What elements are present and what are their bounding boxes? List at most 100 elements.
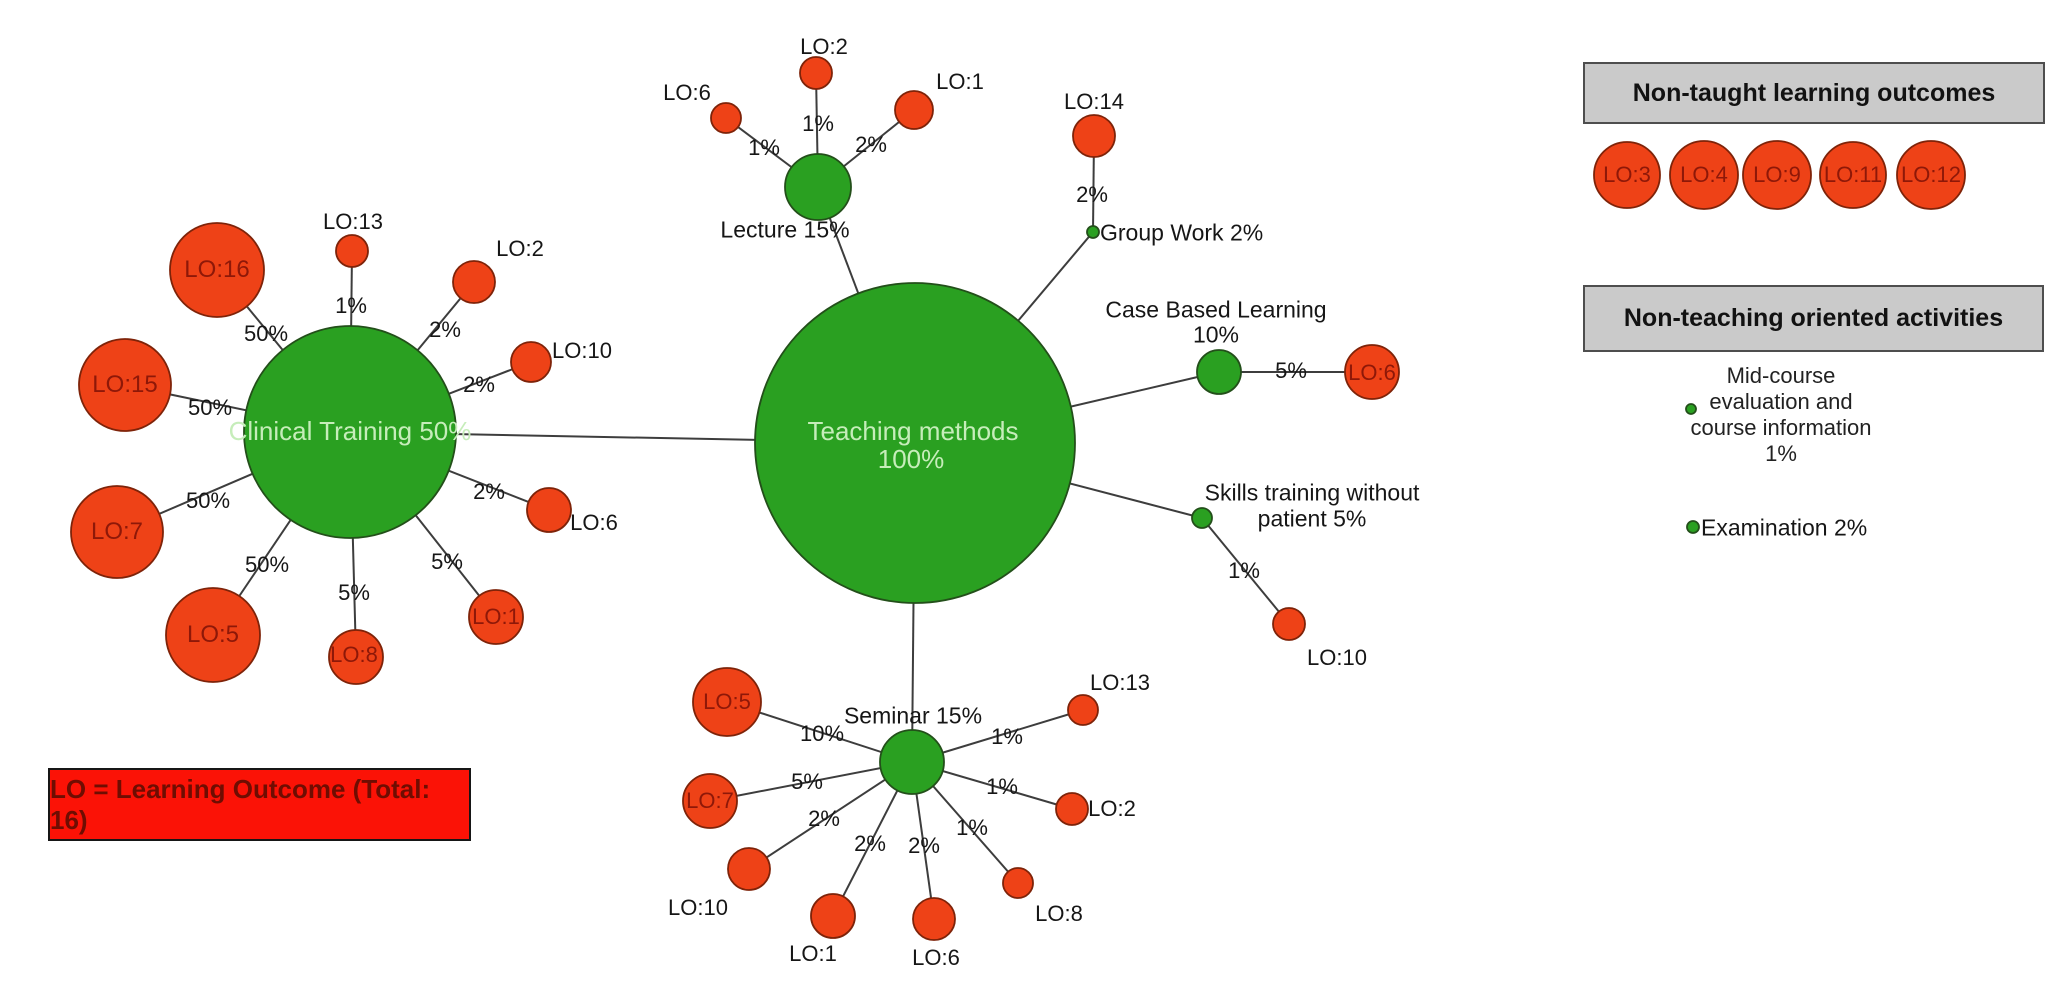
node-teaching-methods: [754, 282, 1076, 604]
clinical-lo5-label: LO:5: [186, 621, 240, 648]
node-groupwork-lo14: [1072, 114, 1116, 158]
skills-label-line1: Skills training without: [1204, 479, 1420, 506]
cbl-label-line1: Case Based Learning: [1105, 296, 1327, 323]
edge-pct-label: 1%: [748, 135, 780, 160]
clinical-lo8-label: LO:8: [330, 642, 378, 667]
cbl-label-line2: 10%: [1192, 321, 1240, 348]
node-seminar-lo5: [692, 667, 762, 737]
clinical-lo15-label: LO:15: [92, 371, 158, 398]
non-teaching-header-label: Non-teaching oriented activities: [1623, 304, 2004, 332]
node-lecture-lo2: [799, 56, 833, 90]
examination-label: Examination 2%: [1701, 514, 1868, 541]
edge-skills-lo10: [1201, 517, 1290, 625]
edge-pct-label: 50%: [187, 395, 233, 420]
clinical-lo13-label: LO:13: [323, 209, 383, 234]
node-clinical-lo5: [165, 587, 261, 683]
node-seminar-lo1: [810, 893, 856, 939]
node-seminar-lo10: [727, 847, 771, 891]
edge-pct-label: 50%: [243, 321, 289, 346]
node-clinical-lo2: [452, 260, 496, 304]
legend-lo3-label: LO:3: [1603, 162, 1651, 187]
lecture-lo2-label: LO:2: [800, 34, 848, 59]
lecture-lo6-label: LO:6: [663, 80, 711, 105]
clinical-lo16-label: LO:16: [184, 256, 250, 283]
lecture-label: Lecture 15%: [720, 216, 850, 243]
node-clinical-lo15: [78, 338, 172, 432]
node-case-based-learning: [1196, 349, 1242, 395]
edge-pct-label: 1%: [986, 774, 1018, 799]
node-cbl-lo6: [1344, 344, 1400, 400]
edge-pct-label: 2%: [463, 372, 495, 397]
teaching-methods-pct: 100%: [877, 444, 945, 474]
node-clinical-training: [243, 325, 457, 539]
node-clinical-lo8: [328, 629, 384, 685]
groupwork-lo14-label: LO:14: [1064, 89, 1124, 114]
node-seminar-lo13: [1067, 694, 1099, 726]
node-skills-lo10: [1272, 607, 1306, 641]
edge-pct-label: 2%: [855, 132, 887, 157]
node-clinical-lo7: [70, 485, 164, 579]
node-clinical-lo10: [510, 341, 552, 383]
node-lecture-lo6: [710, 102, 742, 134]
midcourse-dot-icon: [1685, 403, 1697, 415]
node-clinical-lo13: [335, 234, 369, 268]
group-work-label: Group Work 2%: [1100, 219, 1264, 246]
seminar-lo1-label: LO:1: [789, 941, 837, 966]
examination-dot-icon: [1686, 520, 1700, 534]
edge-pct-label: 1%: [1228, 558, 1260, 583]
edge-pct-label: 1%: [956, 815, 988, 840]
edge-pct-label: 5%: [338, 580, 370, 605]
node-group-work: [1086, 225, 1100, 239]
cbl-lo6-label: LO:6: [1348, 360, 1396, 385]
skills-label-line2: patient 5%: [1257, 505, 1367, 532]
legend-node-lo12: [1896, 140, 1966, 210]
legend-node-lo9: [1742, 140, 1812, 210]
non-taught-header-box: Non-taught learning outcomes: [1583, 62, 2045, 124]
edge-pct-label: 2%: [429, 317, 461, 342]
edge-pct-label: 2%: [908, 833, 940, 858]
legend-lo12-label: LO:12: [1901, 162, 1961, 187]
node-lecture: [784, 153, 852, 221]
edge-seminar-lo7: [709, 761, 913, 802]
clinical-lo10-label: LO:10: [552, 338, 612, 363]
node-clinical-lo16: [169, 222, 265, 318]
edge-pct-label: 2%: [854, 831, 886, 856]
seminar-lo8-label: LO:8: [1035, 901, 1083, 926]
edge-pct-label: 50%: [185, 488, 231, 513]
legend-node-lo11: [1819, 141, 1887, 209]
legend-node-lo3: [1593, 141, 1661, 209]
edge-pct-label: 2%: [1076, 182, 1108, 207]
midcourse-evaluation-label: Mid-course evaluation and course informa…: [1691, 363, 1872, 467]
node-seminar: [879, 729, 945, 795]
edge-pct-label: 1%: [991, 724, 1023, 749]
lecture-lo1-label: LO:1: [936, 69, 984, 94]
clinical-lo6-label: LO:6: [570, 510, 618, 535]
midcourse-line1: Mid-course: [1726, 363, 1836, 388]
seminar-lo6-label: LO:6: [912, 945, 960, 970]
lo-key-box: LO = Learning Outcome (Total: 16): [48, 768, 471, 841]
node-seminar-lo2: [1055, 792, 1089, 826]
edge-pct-label: 5%: [431, 549, 463, 574]
skills-lo10-label: LO:10: [1307, 645, 1367, 670]
edge-pct-label: 2%: [808, 806, 840, 831]
midcourse-line3: course information: [1690, 415, 1872, 440]
legend-lo9-label: LO:9: [1753, 162, 1801, 187]
seminar-label: Seminar 15%: [843, 702, 983, 729]
node-skills-training: [1191, 507, 1213, 529]
midcourse-line2: evaluation and: [1709, 389, 1853, 414]
seminar-lo13-label: LO:13: [1090, 670, 1150, 695]
non-taught-header-label: Non-taught learning outcomes: [1632, 78, 1996, 107]
clinical-lo7-label: LO:7: [90, 518, 144, 545]
edge-pct-label: 1%: [802, 111, 834, 136]
clinical-training-label: Clinical Training 50%: [228, 416, 472, 446]
edge-pct-label: 1%: [335, 293, 367, 318]
lo-key-label: LO = Learning Outcome (Total: 16): [50, 773, 431, 835]
edge-pct-label: 50%: [244, 552, 290, 577]
seminar-lo10-label: LO:10: [668, 895, 728, 920]
edge-pct-label: 10%: [799, 721, 845, 746]
clinical-lo2-label: LO:2: [496, 236, 544, 261]
teaching-methods-label: Teaching methods: [807, 416, 1019, 446]
node-seminar-lo7: [682, 773, 738, 829]
edge-pct-label: 2%: [473, 479, 505, 504]
